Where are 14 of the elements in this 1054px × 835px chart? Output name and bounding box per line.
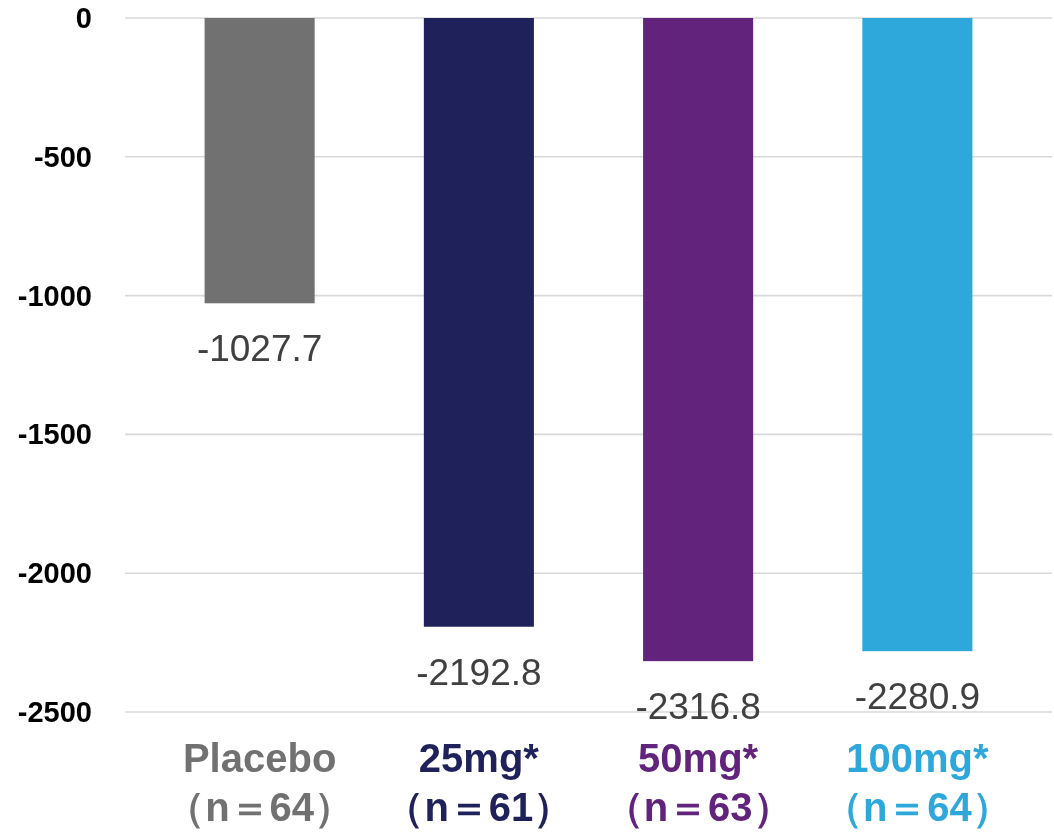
x-tick-label: 25mg* （n＝61） (384, 736, 574, 829)
data-label: -1027.7 (196, 328, 323, 370)
y-tick-label: -2500 (17, 696, 92, 728)
data-label: -2192.8 (416, 651, 542, 693)
data-label: -2316.8 (635, 686, 761, 728)
x-tick-label: 100mg* （n＝64） (822, 736, 1012, 829)
x-tick-label: Placebo （n＝64） (165, 736, 355, 829)
y-tick-label: 0 (75, 2, 92, 34)
x-tick-label: 50mg* （n＝63） (603, 736, 793, 829)
y-tick-label: -1500 (17, 418, 92, 451)
y-tick-label: -1000 (17, 279, 92, 312)
y-tick-label: -2000 (17, 557, 92, 590)
y-tick-label: -500 (33, 140, 92, 173)
data-label: -2280.9 (854, 676, 981, 718)
